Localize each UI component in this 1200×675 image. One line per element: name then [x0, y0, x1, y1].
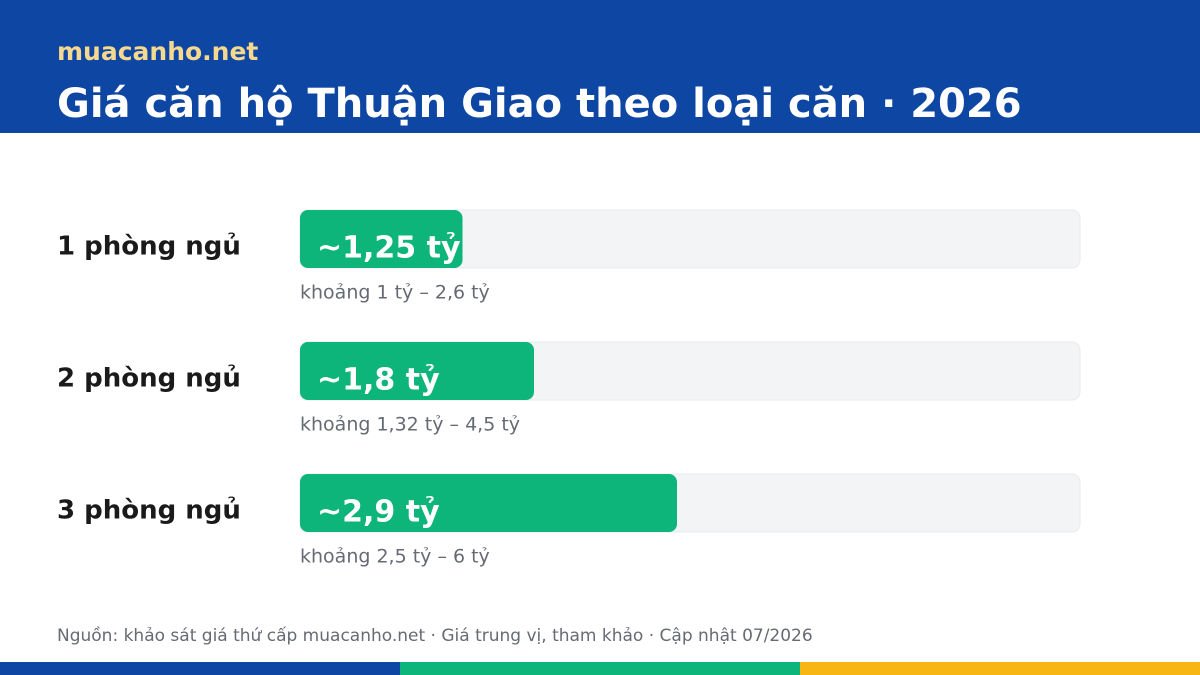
value-label: ~1,25 tỷ — [317, 231, 461, 266]
category-label: 2 phòng ngủ — [57, 363, 241, 394]
category-label: 3 phòng ngủ — [57, 495, 241, 526]
range-label: khoảng 1,32 tỷ – 4,5 tỷ — [300, 414, 520, 436]
stripe — [400, 662, 800, 675]
stripe — [0, 662, 400, 675]
category-label: 1 phòng ngủ — [57, 231, 241, 262]
range-label: khoảng 2,5 tỷ – 6 tỷ — [300, 546, 490, 568]
bar — [300, 210, 463, 268]
brand: muacanho.net — [57, 37, 258, 66]
header-band — [0, 0, 1200, 133]
value-label: ~2,9 tỷ — [317, 495, 440, 530]
chart-title: Giá căn hộ Thuận Giao theo loại căn · 20… — [57, 81, 1022, 127]
bar — [300, 342, 534, 400]
source-note: Nguồn: khảo sát giá thứ cấp muacanho.net… — [57, 625, 813, 646]
value-label: ~1,8 tỷ — [317, 363, 440, 398]
stripe — [800, 662, 1200, 675]
range-label: khoảng 1 tỷ – 2,6 tỷ — [300, 282, 490, 304]
bar — [300, 474, 677, 532]
